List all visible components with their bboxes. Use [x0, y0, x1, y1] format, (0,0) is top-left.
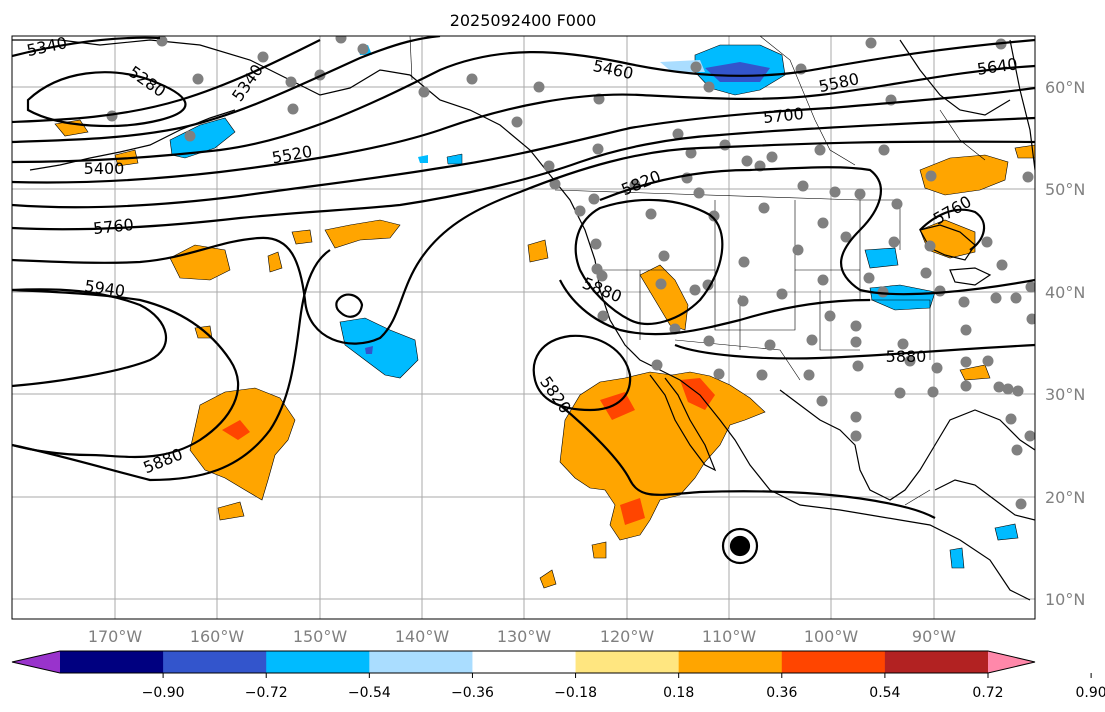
lon-label-160w: 160°W	[190, 627, 245, 646]
lon-label-110w: 110°W	[702, 627, 757, 646]
colorbar-tick-label: −0.36	[451, 685, 494, 701]
colorbar-extension-high	[988, 651, 1035, 673]
lat-label-10n: 10°N	[1045, 590, 1085, 609]
colorbar-tick-label: 0.36	[766, 685, 797, 701]
map-title: 2025092400 F000	[450, 11, 597, 30]
lat-label-40n: 40°N	[1045, 283, 1085, 302]
map-frame	[11, 35, 1036, 620]
lon-label-120w: 120°W	[600, 627, 655, 646]
colorbar-tick-label: 0.72	[972, 685, 1003, 701]
colorbar-segment	[781, 651, 886, 673]
colorbar-segment	[266, 651, 370, 673]
colorbar-tick-label: 0.90	[1076, 685, 1105, 701]
lat-label-50n: 50°N	[1045, 180, 1085, 199]
lon-label-130w: 130°W	[497, 627, 552, 646]
colorbar-tick-label: 0.54	[869, 685, 900, 701]
colorbar-segment	[884, 651, 989, 673]
contour-label-5700: 5700	[762, 104, 804, 127]
colorbar-segment	[575, 651, 680, 673]
contour-label-5880-b: 5880	[886, 347, 927, 366]
colorbar-segment	[472, 651, 577, 673]
political-borders	[409, 36, 986, 506]
colorbar-tick-label: −0.90	[142, 685, 185, 701]
colorbar-extension-low	[12, 651, 60, 673]
lon-label-140w: 140°W	[395, 627, 450, 646]
lon-label-90w: 90°W	[912, 627, 956, 646]
colorbar-ticks: −0.90 −0.72 −0.54 −0.36 −0.18 0.18 0.36 0.54 0.7…	[142, 673, 1105, 701]
colorbar-segment	[60, 651, 164, 673]
positive-anomaly-regions	[54, 119, 1035, 589]
station-markers	[106, 36, 1035, 510]
lat-label-60n: 60°N	[1045, 78, 1085, 97]
graticule	[12, 36, 1035, 619]
colorbar-segment	[163, 651, 267, 673]
lon-label-170w: 170°W	[88, 627, 143, 646]
lat-label-30n: 30°N	[1045, 385, 1085, 404]
colorbar-tick-label: −0.18	[554, 685, 597, 701]
colorbar	[11, 650, 1036, 674]
colorbar-tick-label: −0.54	[348, 685, 391, 701]
height-contours	[12, 36, 1035, 565]
lat-label-20n: 20°N	[1045, 488, 1085, 507]
colorbar-outline	[11, 650, 1036, 674]
contour-label-5760: 5760	[92, 215, 134, 238]
anomaly-central-pacific	[189, 387, 296, 501]
colorbar-tick-label: 0.18	[663, 685, 694, 701]
colorbar-segment	[369, 651, 473, 673]
contour-label-5400: 5400	[84, 159, 125, 178]
negative-anomaly-regions	[169, 44, 1019, 569]
colorbar-tick-label: −0.72	[245, 685, 288, 701]
lon-label-150w: 150°W	[293, 627, 348, 646]
latitude-labels: 60°N 50°N 40°N 30°N 20°N 10°N	[1045, 78, 1085, 609]
longitude-labels: 170°W 160°W 150°W 140°W 130°W 120°W 110°…	[88, 627, 956, 646]
lon-label-100w: 100°W	[804, 627, 859, 646]
colorbar-segment	[678, 651, 783, 673]
